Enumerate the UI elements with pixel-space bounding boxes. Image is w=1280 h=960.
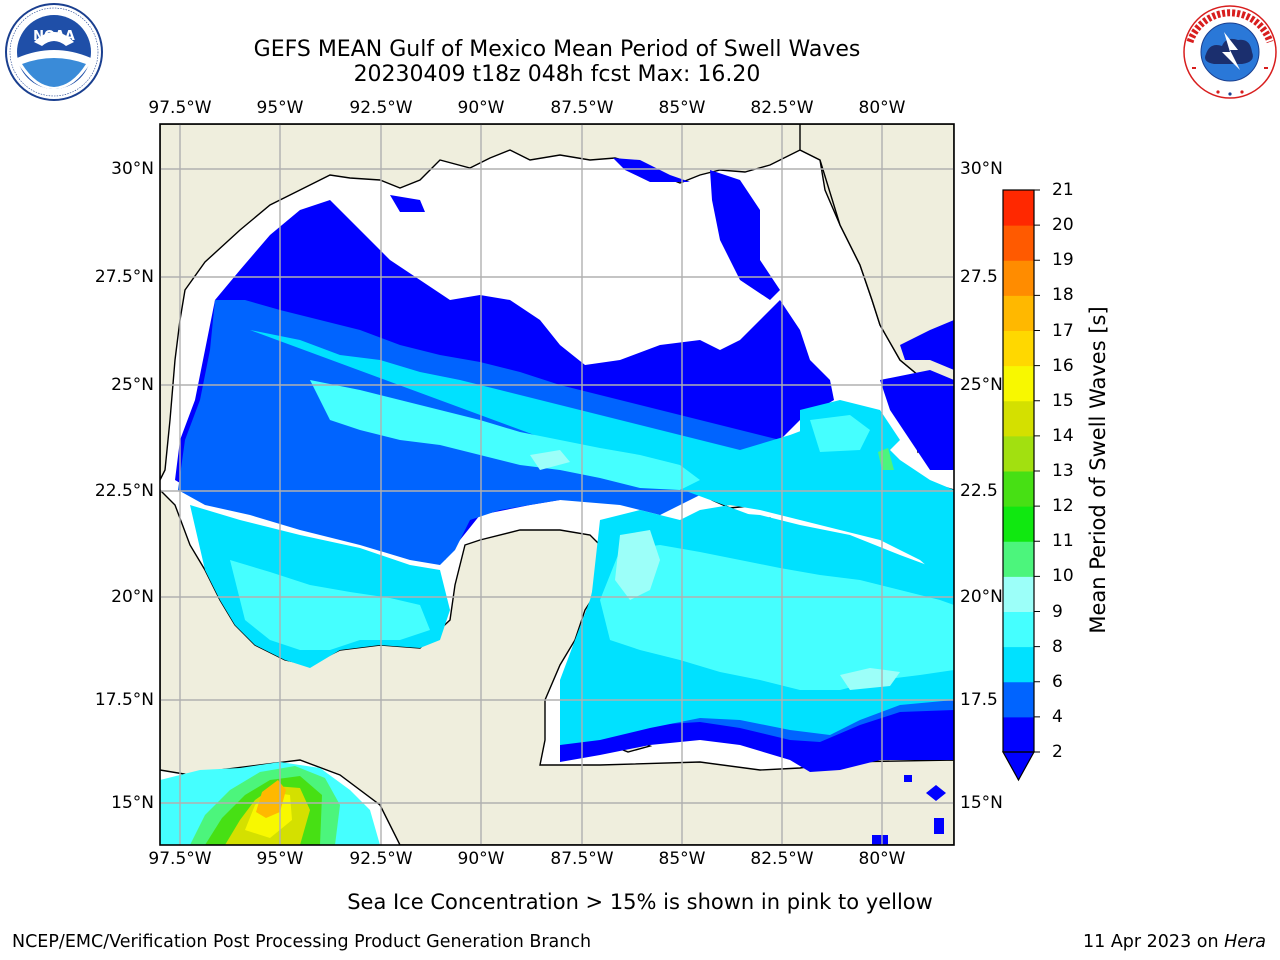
lon-tick-top: 87.5°W: [550, 98, 614, 118]
lat-tick-left: 20°N: [111, 587, 154, 607]
lon-tick-bottom: 97.5°W: [148, 849, 212, 869]
sea-ice-note: Sea Ice Concentration > 15% is shown in …: [347, 890, 933, 914]
colorbar-tick-label: 15: [1052, 390, 1074, 411]
svg-text:NOAA: NOAA: [33, 29, 75, 44]
colorbar-tick-label: 18: [1052, 285, 1074, 306]
lat-tick-right: 17.5: [960, 690, 998, 710]
noaa-logo: NOAA: [5, 3, 103, 101]
colorbar-tick-label: 14: [1052, 425, 1074, 446]
colorbar-segment: [1003, 225, 1034, 261]
colorbar-tick-label: 16: [1052, 355, 1074, 376]
lon-tick-bottom: 82.5°W: [750, 849, 814, 869]
colorbar-segment: [1003, 190, 1034, 226]
lon-tick-bottom: 80°W: [858, 849, 906, 869]
colorbar-segment: [1003, 576, 1034, 612]
lat-tick-right: 30°N: [960, 159, 1003, 179]
colorbar-segment: [1003, 646, 1034, 683]
lon-tick-bottom: 92.5°W: [349, 849, 413, 869]
lon-tick-bottom: 85°W: [658, 849, 706, 869]
colorbar: [1001, 189, 1040, 782]
colorbar-segment: [1003, 365, 1034, 402]
footer-credit: NCEP/EMC/Verification Post Processing Pr…: [12, 932, 592, 952]
colorbar-extend-arrow: [1001, 751, 1036, 782]
colorbar-tick-label: 21: [1052, 180, 1074, 200]
colorbar-segment: [1003, 400, 1034, 437]
lat-tick-left: 30°N: [111, 159, 154, 179]
map-frame: [159, 123, 955, 846]
lat-tick-right: 25°N: [960, 375, 1003, 395]
colorbar-tick-label: 11: [1052, 531, 1074, 552]
lat-tick-left: 17.5°N: [94, 690, 154, 710]
lon-tick-bottom: 90°W: [457, 849, 505, 869]
colorbar-tick-label: 12: [1052, 496, 1074, 517]
colorbar-segment: [1003, 260, 1034, 296]
lat-tick-left: 27.5°N: [94, 267, 154, 287]
nws-logo: [1182, 4, 1278, 100]
lon-tick-top: 85°W: [658, 98, 706, 118]
swell-period-field: [160, 158, 954, 845]
colorbar-tick-label: 19: [1052, 250, 1074, 271]
colorbar-tick-label: 8: [1052, 636, 1063, 657]
lat-tick-left: 22.5°N: [94, 481, 154, 501]
colorbar-tick-label: 10: [1052, 566, 1074, 587]
colorbar-tick-label: 2: [1052, 742, 1063, 762]
chart-title: GEFS MEAN Gulf of Mexico Mean Period of …: [253, 37, 861, 62]
colorbar-tick-label: 4: [1052, 706, 1063, 727]
colorbar-segment: [1003, 471, 1034, 507]
lon-tick-top: 80°W: [858, 98, 906, 118]
lon-tick-top: 90°W: [457, 98, 505, 118]
lon-tick-bottom: 87.5°W: [550, 849, 614, 869]
lat-tick-right: 27.5: [960, 267, 998, 287]
colorbar-segment: [1003, 435, 1034, 472]
lat-tick-right: 20°N: [960, 587, 1003, 607]
colorbar-label: Mean Period of Swell Waves [s]: [1086, 306, 1110, 634]
colorbar-segment: [1003, 295, 1034, 331]
footer-date-text: 11 Apr 2023 on: [1083, 932, 1225, 952]
colorbar-segment: [1003, 541, 1034, 577]
colorbar-segment: [1003, 611, 1034, 648]
colorbar-tick-label: 13: [1052, 461, 1074, 481]
colorbar-tick-label: 9: [1052, 601, 1063, 622]
graticule: [160, 124, 954, 845]
lon-tick-top: 97.5°W: [148, 98, 212, 118]
lat-tick-left: 25°N: [111, 375, 154, 395]
lat-tick-right: 22.5: [960, 481, 998, 501]
colorbar-tick-label: 6: [1052, 671, 1063, 692]
lon-tick-top: 95°W: [256, 98, 304, 118]
colorbar-tick-label: 17: [1052, 320, 1074, 341]
colorbar-segment: [1003, 506, 1034, 542]
colorbar-segment: [1003, 681, 1034, 718]
chart-subtitle: 20230409 t18z 048h fcst Max: 16.20: [353, 62, 761, 87]
colorbar-segment: [1003, 716, 1034, 753]
lat-tick-left: 15°N: [111, 793, 154, 813]
footer-machine: Hera: [1224, 932, 1266, 952]
colorbar-segment: [1003, 330, 1034, 367]
lon-tick-top: 92.5°W: [349, 98, 413, 118]
lon-tick-top: 82.5°W: [750, 98, 814, 118]
lat-tick-right: 15°N: [960, 793, 1003, 813]
lon-tick-bottom: 95°W: [256, 849, 304, 869]
footer-date: 11 Apr 2023 on Hera: [1083, 932, 1266, 952]
colorbar-tick-label: 20: [1052, 215, 1074, 236]
